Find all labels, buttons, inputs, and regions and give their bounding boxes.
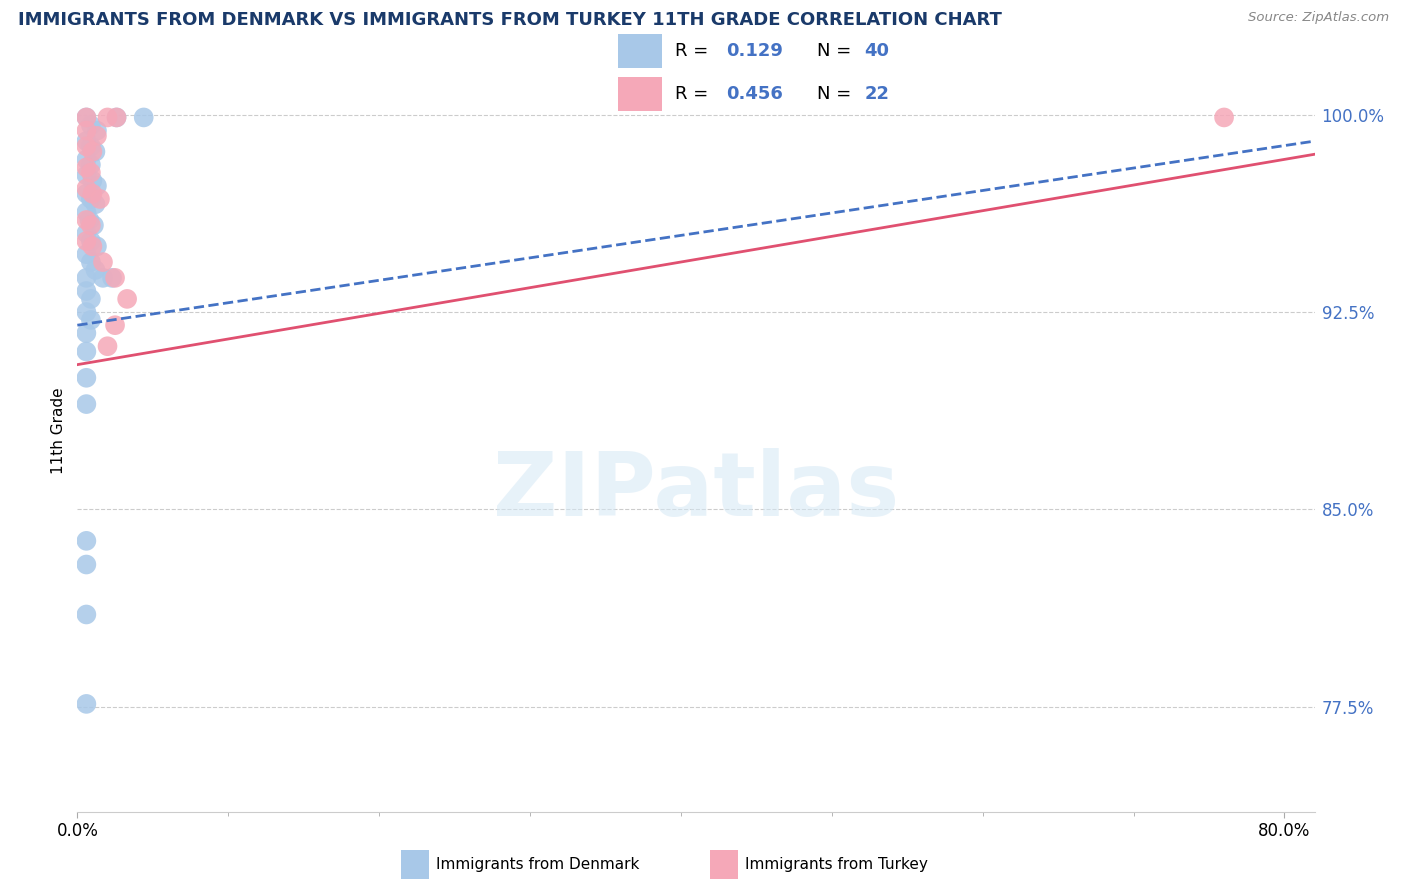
Point bbox=[75, 134, 97, 148]
Text: 0.456: 0.456 bbox=[725, 86, 783, 103]
Text: 22: 22 bbox=[865, 86, 890, 103]
Text: N =: N = bbox=[817, 86, 858, 103]
Point bbox=[75, 305, 97, 319]
Point bbox=[75, 607, 97, 622]
Point bbox=[75, 326, 97, 340]
Point bbox=[96, 111, 118, 125]
Point bbox=[80, 166, 103, 180]
Point bbox=[80, 139, 103, 153]
Point bbox=[80, 118, 103, 132]
Point bbox=[82, 173, 104, 187]
Point bbox=[89, 192, 111, 206]
Text: IMMIGRANTS FROM DENMARK VS IMMIGRANTS FROM TURKEY 11TH GRADE CORRELATION CHART: IMMIGRANTS FROM DENMARK VS IMMIGRANTS FR… bbox=[18, 11, 1002, 29]
Point bbox=[75, 533, 97, 548]
Text: 0.129: 0.129 bbox=[725, 42, 783, 60]
Point bbox=[84, 263, 107, 277]
Point bbox=[75, 111, 97, 125]
Point bbox=[75, 226, 97, 240]
Text: R =: R = bbox=[675, 86, 714, 103]
FancyBboxPatch shape bbox=[619, 78, 662, 111]
Point bbox=[75, 205, 97, 219]
Point bbox=[75, 161, 97, 175]
Text: 40: 40 bbox=[865, 42, 890, 60]
Point bbox=[80, 192, 103, 206]
Point bbox=[75, 371, 97, 385]
Y-axis label: 11th Grade: 11th Grade bbox=[51, 387, 66, 474]
Point bbox=[75, 270, 97, 285]
Text: Source: ZipAtlas.com: Source: ZipAtlas.com bbox=[1249, 11, 1389, 24]
Point bbox=[75, 111, 97, 125]
Point bbox=[80, 234, 103, 248]
Point bbox=[75, 397, 97, 411]
Point bbox=[75, 123, 97, 137]
Point bbox=[75, 153, 97, 167]
Point bbox=[75, 186, 97, 201]
Point bbox=[82, 186, 104, 201]
Text: Immigrants from Turkey: Immigrants from Turkey bbox=[745, 857, 928, 871]
Point bbox=[101, 270, 124, 285]
Point bbox=[80, 292, 103, 306]
Point bbox=[91, 270, 114, 285]
Point bbox=[79, 213, 101, 227]
Point bbox=[105, 111, 128, 125]
Point bbox=[86, 123, 108, 137]
Point bbox=[104, 270, 127, 285]
Point bbox=[75, 234, 97, 248]
Point bbox=[83, 219, 105, 233]
Point bbox=[84, 197, 107, 211]
Point bbox=[75, 247, 97, 261]
Point bbox=[82, 145, 104, 159]
Point bbox=[86, 178, 108, 193]
Point bbox=[75, 213, 97, 227]
FancyBboxPatch shape bbox=[619, 34, 662, 68]
Point bbox=[80, 219, 103, 233]
Point bbox=[104, 318, 127, 333]
Point bbox=[75, 181, 97, 195]
Point bbox=[86, 128, 108, 143]
Point bbox=[80, 255, 103, 269]
Text: Immigrants from Denmark: Immigrants from Denmark bbox=[436, 857, 640, 871]
Point bbox=[132, 111, 155, 125]
Point bbox=[82, 239, 104, 253]
Point bbox=[80, 158, 103, 172]
Text: ZIPatlas: ZIPatlas bbox=[494, 448, 898, 535]
Text: R =: R = bbox=[675, 42, 714, 60]
Point bbox=[80, 313, 103, 327]
Point bbox=[86, 239, 108, 253]
Point bbox=[75, 169, 97, 183]
Point bbox=[75, 344, 97, 359]
Point bbox=[96, 339, 118, 353]
Point bbox=[105, 111, 128, 125]
Point bbox=[75, 139, 97, 153]
Point bbox=[75, 558, 97, 572]
Point bbox=[1213, 111, 1236, 125]
Point bbox=[75, 697, 97, 711]
Point bbox=[75, 284, 97, 298]
Point bbox=[91, 255, 114, 269]
Point bbox=[115, 292, 138, 306]
Text: N =: N = bbox=[817, 42, 858, 60]
Point bbox=[84, 145, 107, 159]
